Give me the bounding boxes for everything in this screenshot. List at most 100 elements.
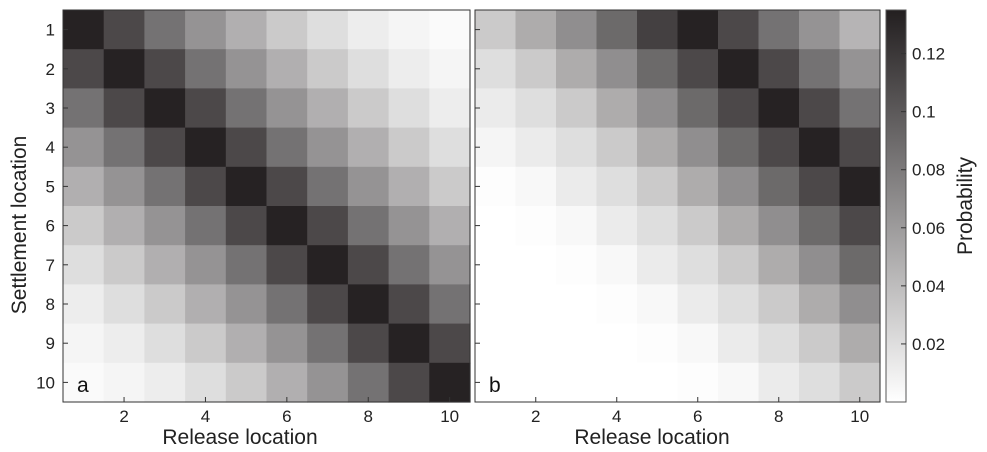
- heatmap-cell: [637, 245, 679, 285]
- heatmap-cell: [515, 49, 557, 89]
- heatmap-cell: [429, 127, 471, 168]
- heatmap-cell: [63, 323, 105, 364]
- heatmap-cell: [266, 362, 308, 403]
- heatmap-cell: [185, 166, 227, 207]
- heatmap-cell: [347, 166, 390, 207]
- heatmap-cell: [225, 127, 268, 168]
- heatmap-cell: [307, 166, 349, 207]
- x-tick-label: 8: [364, 407, 373, 426]
- heatmap-cell: [637, 49, 679, 89]
- heatmap-cell: [556, 245, 598, 285]
- heatmap-cell: [758, 49, 800, 89]
- heatmap-cell: [758, 284, 800, 325]
- heatmap-cell: [758, 362, 800, 403]
- heatmap-cell: [596, 284, 638, 325]
- y-tick-label: 9: [46, 334, 55, 353]
- heatmap-cell: [429, 10, 471, 50]
- heatmap-cell: [429, 245, 471, 285]
- heatmap-cell: [637, 166, 679, 207]
- heatmap-cell: [475, 362, 517, 403]
- heatmap-cell: [839, 245, 881, 285]
- heatmap-cell: [144, 166, 186, 207]
- heatmap-cell: [388, 323, 430, 364]
- heatmap-cell: [839, 284, 881, 325]
- heatmap-cell: [758, 323, 800, 364]
- heatmap-cell: [799, 127, 841, 168]
- heatmap-cell: [799, 10, 841, 50]
- colorbar-tick-label: 0.04: [912, 277, 945, 296]
- x-tick-label: 2: [531, 407, 540, 426]
- heatmap-cell: [144, 88, 186, 129]
- heatmap-cell: [556, 10, 598, 50]
- heatmap-cell: [347, 362, 390, 403]
- x-tick-label: 4: [612, 407, 621, 426]
- heatmap-cell: [225, 166, 268, 207]
- heatmap-cell: [266, 245, 308, 285]
- heatmap-cell: [103, 206, 145, 246]
- heatmap-cell: [596, 127, 638, 168]
- heatmap-cell: [266, 323, 308, 364]
- heatmap-cell: [307, 49, 349, 89]
- heatmap-cell: [475, 88, 517, 129]
- y-tick-label: 5: [46, 177, 55, 196]
- heatmap-cell: [63, 49, 105, 89]
- heatmap-cell: [718, 245, 760, 285]
- heatmap-cell: [63, 88, 105, 129]
- heatmap-cell: [475, 127, 517, 168]
- heatmap-cell: [475, 245, 517, 285]
- y-tick-label: 6: [46, 217, 55, 236]
- heatmap-cell: [839, 323, 881, 364]
- heatmap-cell: [266, 10, 308, 50]
- heatmap-cell: [475, 284, 517, 325]
- heatmap-cell: [429, 206, 471, 246]
- heatmap-cell: [307, 10, 349, 50]
- heatmap-cell: [266, 88, 308, 129]
- heatmap-cell: [388, 245, 430, 285]
- heatmap-cell: [718, 284, 760, 325]
- heatmap-cell: [839, 10, 881, 50]
- y-tick-label: 10: [36, 373, 55, 392]
- heatmap-cell: [515, 10, 557, 50]
- x-axis-label-b: Release location: [574, 426, 729, 449]
- panel-label: a: [77, 374, 89, 397]
- heatmap-cell: [388, 362, 430, 403]
- heatmap-cell: [475, 49, 517, 89]
- heatmap-cell: [758, 10, 800, 50]
- heatmap-cell: [103, 88, 145, 129]
- heatmap-cell: [758, 245, 800, 285]
- heatmap-cell: [596, 206, 638, 246]
- heatmap-cell: [637, 362, 679, 403]
- heatmap-cell: [799, 323, 841, 364]
- heatmap-cell: [185, 323, 227, 364]
- heatmap-cell: [63, 127, 105, 168]
- heatmap-cell: [677, 127, 719, 168]
- heatmap-cell: [475, 166, 517, 207]
- heatmap-cell: [185, 88, 227, 129]
- heatmap-cell: [429, 323, 471, 364]
- heatmap-cell: [839, 166, 881, 207]
- heatmap-cell: [515, 323, 557, 364]
- heatmap-cell: [515, 362, 557, 403]
- colorbar-tick-label: 0.08: [912, 161, 945, 180]
- heatmap-cell: [556, 127, 598, 168]
- colorbar-gradient: [885, 9, 907, 403]
- heatmap-cell: [429, 49, 471, 89]
- heatmap-cell: [677, 323, 719, 364]
- heatmap-cell: [839, 127, 881, 168]
- heatmap-cell: [388, 49, 430, 89]
- heatmap-cell: [185, 206, 227, 246]
- heatmap-cell: [758, 88, 800, 129]
- heatmap-cell: [596, 10, 638, 50]
- heatmap-cell: [637, 206, 679, 246]
- heatmap-cell: [266, 206, 308, 246]
- heatmap-cell: [266, 284, 308, 325]
- heatmap-cell: [307, 206, 349, 246]
- heatmap-cell: [225, 206, 268, 246]
- x-tick-label: 10: [850, 407, 869, 426]
- heatmap-cell: [103, 127, 145, 168]
- heatmap-cell: [225, 245, 268, 285]
- heatmap-cell: [225, 49, 268, 89]
- heatmap-cell: [347, 49, 390, 89]
- heatmap-cell: [307, 362, 349, 403]
